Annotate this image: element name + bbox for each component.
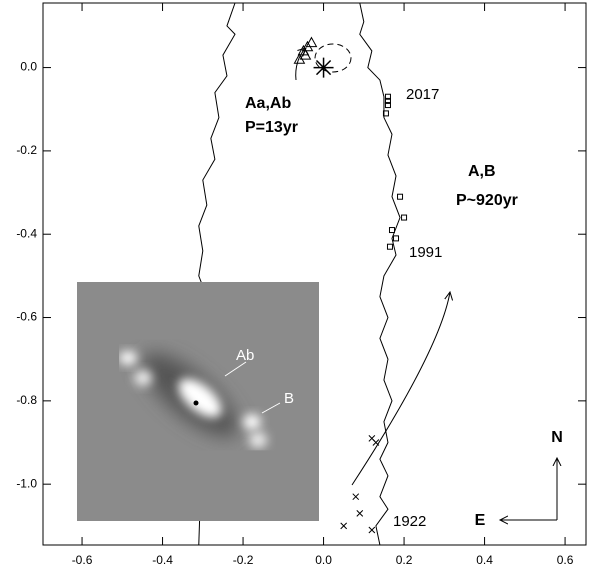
annotation: A,B — [468, 163, 496, 180]
x-tick-label: -0.6 — [72, 553, 93, 567]
inset-image — [77, 282, 319, 521]
annotation: P~920yr — [456, 192, 518, 209]
cross-point — [340, 522, 348, 530]
square-point — [384, 93, 391, 100]
x-tick-label: -0.4 — [152, 553, 173, 567]
y-tick-label: -0.2 — [16, 143, 37, 157]
square-point — [384, 102, 391, 109]
cross-point — [368, 526, 376, 534]
annotation: P=13yr — [245, 119, 298, 136]
y-tick-label: -0.4 — [16, 226, 37, 240]
cross-point — [352, 493, 360, 501]
square-point — [382, 110, 389, 117]
annotation: Aa,Ab — [245, 95, 291, 112]
y-tick-label: -0.8 — [16, 393, 37, 407]
triangle-point — [305, 36, 318, 48]
square-point — [384, 97, 391, 104]
axes-frame — [42, 2, 587, 546]
square-point — [401, 214, 408, 221]
annotation: 1991 — [409, 244, 442, 261]
inset-label: Ab — [236, 347, 254, 364]
y-tick-label: -0.6 — [16, 310, 37, 324]
square-point — [388, 227, 395, 234]
decorations — [295, 43, 557, 520]
x-tick-label: 0.6 — [557, 553, 574, 567]
x-tick-label: 0.4 — [476, 553, 493, 567]
orbit-line — [359, 2, 401, 546]
compass-label: E — [475, 512, 486, 529]
square-point — [397, 193, 404, 200]
cross-point — [356, 509, 364, 517]
y-tick-label: -1.0 — [16, 476, 37, 490]
plot-area: -0.6 -0.4 -0.2 0.0 0.2 0.4 0.6 0.0 -0.2 -0.4 -0.6 -… — [16, 2, 587, 567]
inset-label: B — [284, 390, 294, 407]
compass-label: N — [551, 429, 563, 446]
annotation: 2017 — [406, 86, 439, 103]
annotation: 1922 — [393, 513, 426, 530]
square-point — [393, 235, 400, 242]
asterisk-point — [313, 57, 334, 78]
x-tick-label: 0.2 — [396, 553, 413, 567]
orbit-line — [198, 2, 236, 546]
x-tick-label: -0.2 — [233, 553, 254, 567]
y-tick-label: 0.0 — [20, 60, 37, 74]
x-tick-label: 0.0 — [315, 553, 332, 567]
square-point — [386, 243, 393, 250]
